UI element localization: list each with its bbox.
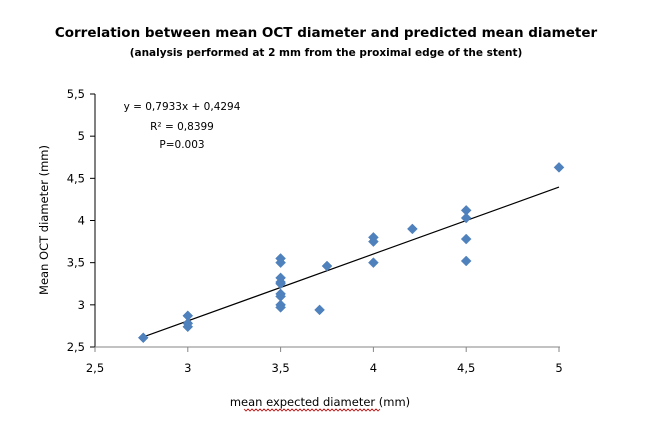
spellcheck-underline (243, 408, 381, 412)
r-squared: R² = 0,8399 (150, 121, 214, 133)
x-tick-label: 2,5 (86, 361, 104, 375)
y-axis-label: Mean OCT diameter (mm) (37, 145, 51, 295)
data-point (368, 257, 379, 269)
data-point (321, 260, 333, 272)
data-point (314, 304, 325, 316)
trendline (143, 186, 560, 338)
data-point (275, 302, 286, 313)
x-tick-label: 3,5 (271, 361, 289, 375)
y-tick-label: 4,5 (67, 171, 85, 185)
x-axis-label: mean expected diameter (mm) (230, 395, 410, 409)
y-tick-label: 4 (78, 214, 85, 228)
data-point (368, 236, 379, 247)
regression-equation: y = 0,7933x + 0,4294 (124, 101, 241, 113)
data-point (460, 233, 472, 245)
data-point (460, 212, 472, 224)
data-point (137, 332, 149, 344)
y-tick-label: 5,5 (67, 87, 85, 101)
x-ticks: 2,5 3 3,5 4 4,5 5 (86, 347, 563, 375)
data-point (407, 223, 418, 235)
y-tick-label: 5 (78, 129, 85, 143)
data-point (182, 321, 194, 333)
x-tick-label: 4 (370, 361, 377, 375)
y-tick-label: 3,5 (67, 256, 85, 270)
y-tick-label: 3 (78, 298, 85, 312)
data-points (137, 162, 565, 344)
data-point (275, 257, 286, 269)
x-tick-label: 5 (555, 361, 562, 375)
data-point (460, 255, 472, 267)
chart-subtitle: (analysis performed at 2 mm from the pro… (130, 47, 523, 59)
data-point (553, 162, 565, 173)
regression-annotation: y = 0,7933x + 0,4294 R² = 0,8399 P=0.003 (124, 101, 241, 151)
y-tick-label: 2,5 (67, 340, 85, 354)
y-ticks: 2,5 3 3,5 4 4,5 5 5,5 (67, 87, 95, 354)
p-value: P=0.003 (159, 139, 204, 151)
x-tick-label: 4,5 (457, 361, 475, 375)
x-tick-label: 3 (184, 361, 191, 375)
chart-title: Correlation between mean OCT diameter an… (55, 25, 598, 41)
